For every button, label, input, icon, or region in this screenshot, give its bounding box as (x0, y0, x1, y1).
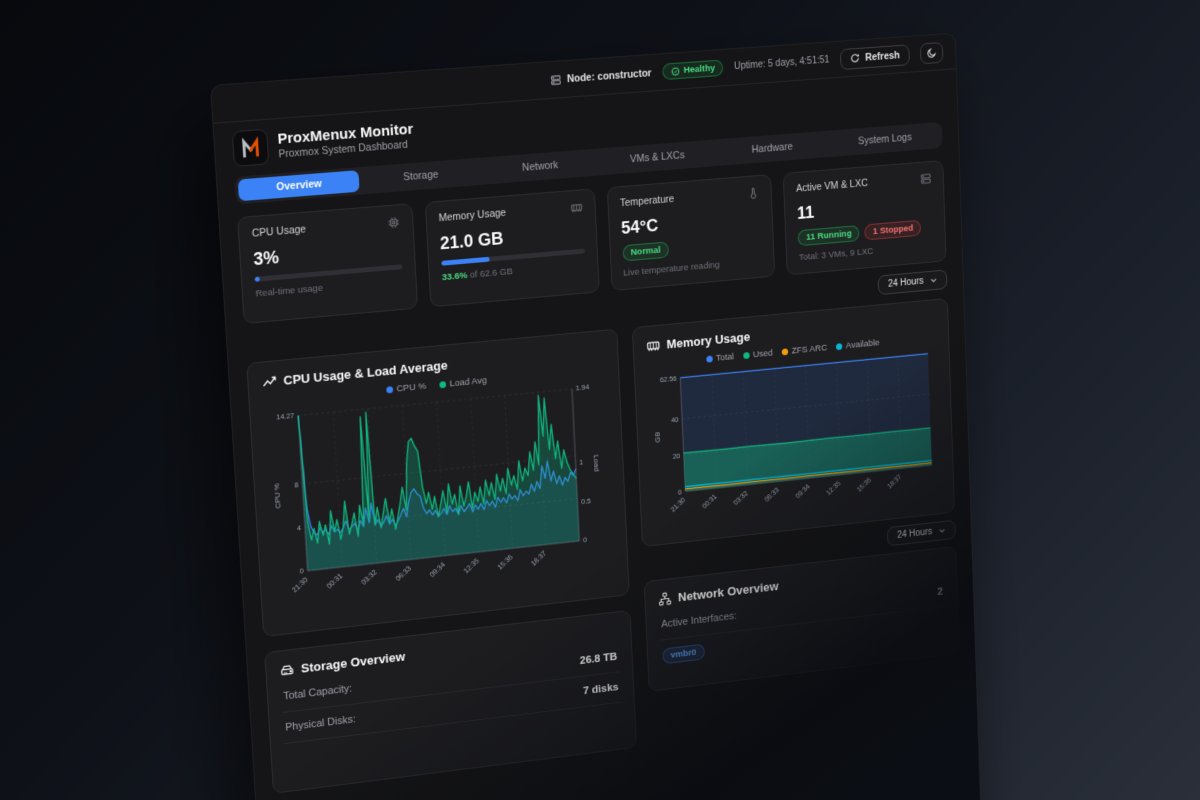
vms-running-badge: 11 Running (797, 225, 860, 247)
svg-text:21:30: 21:30 (669, 496, 687, 514)
cpu-icon (387, 216, 400, 230)
app-logo (231, 128, 270, 167)
memory-card-label: Memory Usage (438, 207, 507, 225)
svg-text:06:33: 06:33 (763, 486, 781, 504)
temperature-value: 54°C (620, 215, 659, 238)
proxmenux-logo-icon (239, 136, 262, 159)
memory-icon (570, 201, 583, 214)
server-stack-icon (920, 172, 932, 185)
moon-icon (926, 47, 937, 59)
svg-text:21:30: 21:30 (290, 575, 309, 594)
svg-text:12:35: 12:35 (825, 479, 843, 497)
svg-text:18:37: 18:37 (886, 473, 903, 491)
chevron-down-icon (938, 526, 946, 535)
thermometer-icon (747, 186, 759, 199)
refresh-button[interactable]: Refresh (839, 43, 910, 70)
node-indicator: Node: constructor (550, 67, 652, 86)
time-range-dropdown-2[interactable]: 24 Hours (887, 519, 956, 547)
svg-text:4: 4 (297, 524, 302, 533)
cpu-load-chart: 0 4 8 14.27 0 0.5 1 1.94 21:30 00:31 03:32 06:33 09:… (272, 383, 601, 594)
main-grid: CPU Usage & Load Average CPU % Load Avg … (228, 289, 977, 800)
cpu-card-label: CPU Usage (251, 223, 307, 240)
svg-text:18:37: 18:37 (529, 549, 548, 567)
svg-text:09:34: 09:34 (794, 482, 812, 500)
svg-text:Load: Load (592, 454, 601, 472)
svg-text:0: 0 (583, 536, 587, 545)
legend-available: Available (845, 337, 880, 352)
storage-overview-card: Storage Overview Total Capacity: 26.8 TB… (264, 609, 637, 794)
temperature-card: Temperature 54°C Normal Live temperature… (606, 173, 776, 292)
legend-cpu-percent: CPU % (396, 381, 427, 395)
active-interfaces-value: 2 (937, 586, 944, 598)
dashboard-panel: Node: constructor Healthy Uptime: 5 days… (210, 32, 982, 800)
svg-text:00:31: 00:31 (700, 492, 718, 510)
memory-usage-card: Memory Usage 21.0 GB 33.6% of 62.6 GB (424, 188, 600, 308)
svg-text:8: 8 (294, 480, 299, 489)
svg-text:12:35: 12:35 (462, 557, 481, 575)
total-capacity-value: 26.8 TB (579, 651, 618, 667)
node-label: Node: constructor (566, 67, 652, 85)
svg-text:CPU %: CPU % (272, 483, 282, 509)
memory-progress-fill (441, 256, 490, 266)
svg-text:03:32: 03:32 (732, 489, 750, 507)
uptime-text: Uptime: 5 days, 4:51:51 (733, 54, 830, 73)
memory-chart-title: Memory Usage (666, 329, 751, 352)
svg-text:09:34: 09:34 (428, 560, 447, 579)
interface-pill-vmbr0[interactable]: vmbr0 (662, 643, 705, 665)
svg-text:1: 1 (579, 458, 583, 467)
hard-drive-icon (279, 662, 294, 678)
temperature-card-label: Temperature (619, 193, 675, 210)
active-vm-lxc-card: Active VM & LXC 11 11 Running 1 Stopped … (782, 160, 947, 276)
svg-text:0.5: 0.5 (581, 496, 591, 505)
svg-text:0: 0 (299, 567, 304, 576)
memory-chart: 0 20 40 62.56 21:30 00:31 03:32 06:33 09:34 12:35… (653, 344, 942, 514)
svg-text:15:36: 15:36 (496, 553, 515, 571)
vms-stopped-badge: 1 Stopped (864, 219, 922, 241)
health-badge: Healthy (662, 59, 724, 81)
vm-card-label: Active VM & LXC (795, 177, 869, 195)
physical-disks-value: 7 disks (582, 681, 619, 698)
memory-chart-card: Memory Usage Total Used ZFS ARC Availabl… (631, 298, 955, 548)
svg-text:0: 0 (678, 487, 682, 496)
svg-text:03:32: 03:32 (359, 568, 378, 587)
refresh-icon (850, 53, 860, 64)
svg-text:62.56: 62.56 (660, 374, 677, 384)
server-icon (550, 73, 562, 85)
svg-text:06:33: 06:33 (394, 564, 413, 583)
svg-text:14.27: 14.27 (276, 412, 295, 422)
cpu-usage-card: CPU Usage 3% Real-time usage (237, 203, 418, 325)
svg-text:1.94: 1.94 (575, 383, 589, 393)
network-icon (658, 591, 672, 606)
trend-up-icon (262, 374, 277, 390)
vm-count-value: 11 (796, 202, 815, 223)
svg-text:20: 20 (673, 451, 681, 460)
right-column: Memory Usage Total Used ZFS ARC Availabl… (631, 298, 962, 746)
temperature-status-badge: Normal (622, 241, 670, 262)
svg-text:GB: GB (653, 432, 662, 443)
theme-toggle-button[interactable] (919, 41, 944, 64)
svg-text:00:31: 00:31 (325, 572, 344, 591)
left-column: CPU Usage & Load Average CPU % Load Avg … (246, 328, 637, 794)
legend-used: Used (752, 347, 774, 361)
cpu-progress-fill (254, 276, 260, 282)
memory-value: 21.0 GB (439, 228, 504, 254)
cpu-load-chart-card: CPU Usage & Load Average CPU % Load Avg … (246, 328, 630, 638)
check-circle-icon (671, 66, 681, 76)
legend-total: Total (715, 351, 735, 364)
memory-icon (646, 338, 660, 353)
svg-text:15:36: 15:36 (855, 476, 872, 494)
chevron-down-icon (930, 276, 938, 285)
svg-text:40: 40 (671, 415, 679, 424)
